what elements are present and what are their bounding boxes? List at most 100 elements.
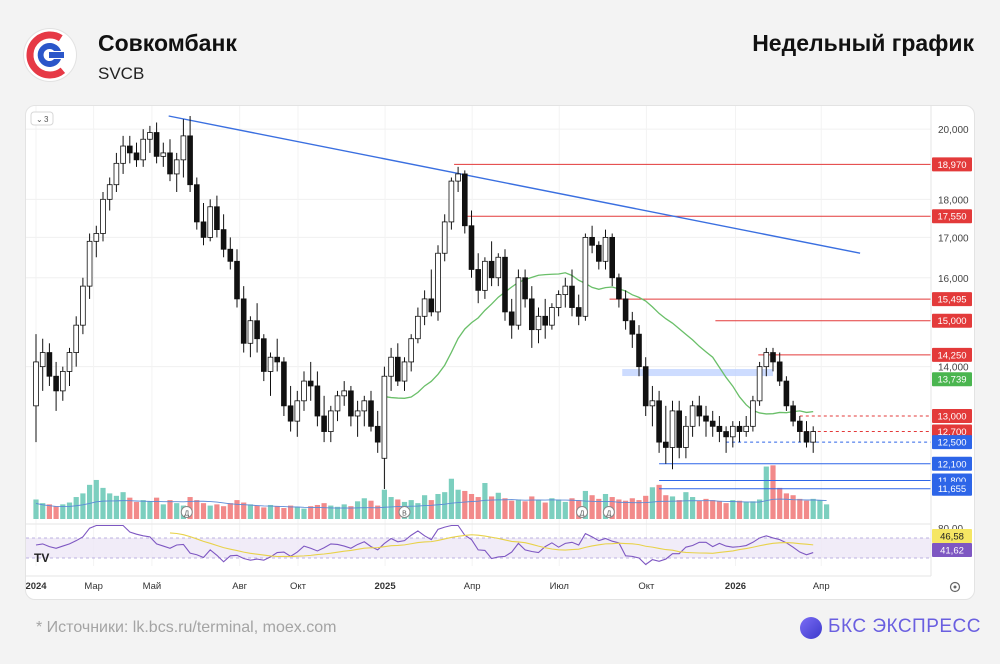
volume-bar [442,492,448,519]
price-level-badge-bg [932,347,972,362]
candle-down [468,225,475,270]
candle-up [301,380,307,402]
volume-bar [428,500,434,519]
volume-bar [663,495,669,519]
volume-bar [502,498,508,519]
candle-down [274,356,281,363]
volume-bar [133,501,140,519]
dividend-marker [180,506,193,518]
candle-down [676,410,682,448]
candle-up [388,356,394,377]
moving-average-layer [384,272,814,415]
candle-up [683,425,689,448]
volume-bar [60,504,66,519]
volume-bar [716,501,722,519]
logo-mark [26,31,74,79]
price-tick-label: 20,000 [938,125,969,136]
candle-up [549,307,555,326]
candle-up [495,256,502,279]
volume-bar [73,497,79,519]
dividend-marker [398,506,411,518]
candle-up [33,361,39,407]
candle-down [803,431,810,443]
volume-bar [743,501,749,519]
candle-down [770,352,776,363]
volume-bar [542,502,548,519]
candle-down [783,380,790,407]
volume-bar [509,500,515,519]
price-level-badge-bg [932,313,972,328]
candle-up [60,371,66,392]
time-tick-label: Окт [290,581,307,592]
volume-bar [817,500,823,519]
candle-down [428,298,435,313]
volume-bar [643,495,649,519]
candle-down [696,405,703,417]
price-level-badge-bg [932,481,972,496]
candle-up [441,221,448,254]
collapse-toggle[interactable]: ⌄ 3 [30,111,54,126]
candle-up [327,410,334,432]
candle-up [415,315,421,340]
volume-bar [107,493,113,519]
candle-up [756,366,763,402]
dividend-marker [602,506,615,518]
volume-bar [355,501,361,519]
candle-down [609,236,615,279]
candle-up [334,395,341,412]
candle-down [589,236,595,246]
volume-bar [361,498,367,519]
volume-bar [388,497,394,519]
price-level-badge: 15,000 [937,316,966,327]
volume-bar [495,492,501,519]
volume-bar [100,487,106,519]
volume-bar [824,504,830,519]
volume-bar [53,506,59,519]
candle-down [475,269,481,291]
candle-up [100,198,106,234]
candles-layer [33,116,816,489]
volume-bar [435,493,441,519]
volume-bar [730,500,736,519]
volume-bar [629,498,635,519]
volume-bar [616,499,622,519]
volume-bar [455,489,461,519]
volume-bar [562,501,568,519]
candle-down [642,366,649,407]
price-level-badge: 14,250 [937,350,966,361]
candle-down [368,400,374,427]
candle-down [790,405,796,422]
time-tick-label: Май [143,581,162,592]
settings-gear-icon[interactable] [949,581,961,593]
candle-up [555,294,562,308]
price-tick-label: 16,000 [938,274,969,285]
volume-bar [267,504,274,519]
candle-down [522,277,528,300]
volume-bar [113,495,119,519]
candle-up [421,298,428,317]
volume-bar [596,498,602,519]
candle-down [488,260,495,279]
volume-bar [80,493,86,519]
price-tick-label: 18,000 [938,195,969,206]
dividend-marker-label: Д [606,511,611,518]
volume-bar [308,506,314,519]
candle-down [321,415,327,432]
volume-bar [120,492,126,519]
volume-bar [321,503,327,519]
price-level-badge: 12,100 [937,459,966,470]
volume-bar [549,498,555,519]
candle-up [39,352,46,368]
time-tick-label: Апр [464,581,481,592]
candle-down [254,320,260,340]
volume-bar [247,504,253,519]
candle-up [354,410,361,417]
volume-bar [777,487,783,519]
candle-up [147,132,153,140]
candle-down [596,244,602,262]
candle-down [703,415,709,422]
price-level-badge: 18,970 [937,160,966,171]
dividend-marker-label: В [402,511,407,518]
candle-up [810,431,816,443]
